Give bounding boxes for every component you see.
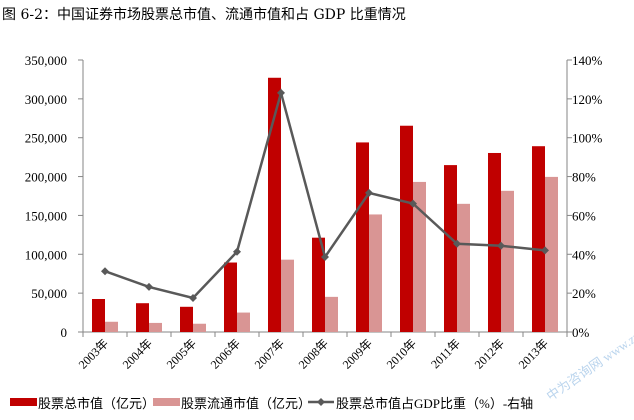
bar-total-market-cap — [400, 125, 413, 332]
gdp-ratio-marker — [233, 247, 241, 256]
bar-float-market-cap — [237, 312, 250, 332]
bar-total-market-cap — [224, 262, 237, 332]
x-tick-label: 2003年 — [76, 336, 111, 371]
left-tick-label: 150,000 — [25, 208, 67, 223]
legend-swatch-float — [153, 398, 180, 406]
bar-float-market-cap — [105, 321, 118, 332]
bar-float-market-cap — [193, 323, 206, 332]
right-tick-label: 140% — [572, 53, 603, 68]
legend-marker-ratio — [317, 398, 325, 406]
bar-float-market-cap — [325, 296, 338, 332]
legend-label-total: 股票总市值（亿元） — [38, 396, 155, 411]
gdp-ratio-marker — [277, 88, 285, 97]
bar-total-market-cap — [444, 165, 457, 332]
x-tick-label: 2008年 — [296, 336, 331, 371]
bar-total-market-cap — [532, 146, 545, 332]
gdp-ratio-marker — [101, 267, 109, 276]
bar-total-market-cap — [312, 237, 325, 332]
right-tick-label: 60% — [572, 208, 596, 223]
legend-label-float: 股票流通市值（亿元） — [181, 396, 311, 411]
right-tick-label: 20% — [572, 286, 596, 301]
left-tick-label: 50,000 — [31, 286, 67, 301]
gdp-ratio-marker — [189, 294, 197, 302]
gdp-ratio-marker — [145, 282, 153, 291]
bar-float-market-cap — [413, 181, 426, 332]
bar-total-market-cap — [356, 142, 369, 332]
x-tick-label: 2005年 — [164, 336, 199, 371]
bar-float-market-cap — [545, 176, 558, 332]
x-tick-label: 2012年 — [472, 336, 507, 371]
x-tick-label: 2010年 — [384, 336, 419, 371]
right-tick-label: 0% — [572, 325, 590, 340]
bar-total-market-cap — [268, 77, 281, 332]
bar-float-market-cap — [149, 322, 162, 332]
right-tick-label: 120% — [572, 92, 603, 107]
bar-total-market-cap — [136, 303, 149, 332]
legend-swatch-total — [10, 398, 37, 406]
gdp-ratio-marker — [365, 188, 373, 197]
bar-float-market-cap — [501, 190, 514, 332]
bar-total-market-cap — [488, 152, 501, 332]
gdp-ratio-marker — [321, 253, 329, 262]
gdp-ratio-marker — [409, 199, 417, 208]
gdp-ratio-marker — [453, 239, 461, 248]
right-tick-label: 80% — [572, 170, 596, 185]
x-tick-label: 2011年 — [428, 336, 463, 371]
x-tick-label: 2006年 — [208, 336, 243, 371]
gdp-ratio-marker — [541, 246, 549, 255]
x-tick-label: 2007年 — [252, 336, 287, 371]
x-tick-label: 2009年 — [340, 336, 375, 371]
bar-float-market-cap — [369, 214, 382, 332]
right-tick-label: 40% — [572, 247, 596, 262]
left-tick-label: 250,000 — [25, 131, 67, 146]
legend-label-ratio: 股票总市值占GDP比重（%）-右轴 — [336, 396, 533, 411]
chart-title: 图 6-2：中国证券市场股票总市值、流通市值和占 GDP 比重情况 — [2, 7, 406, 23]
left-tick-label: 350,000 — [25, 53, 67, 68]
left-tick-label: 100,000 — [25, 247, 67, 262]
left-tick-label: 200,000 — [25, 170, 67, 185]
x-tick-label: 2013年 — [516, 336, 551, 371]
right-tick-label: 100% — [572, 131, 603, 146]
left-tick-label: 0 — [61, 325, 68, 340]
bar-total-market-cap — [92, 299, 105, 332]
left-tick-label: 300,000 — [25, 92, 67, 107]
bar-float-market-cap — [457, 203, 470, 332]
gdp-ratio-marker — [497, 241, 505, 250]
bar-float-market-cap — [281, 259, 294, 332]
x-tick-label: 2004年 — [120, 336, 155, 371]
bar-total-market-cap — [180, 306, 193, 332]
